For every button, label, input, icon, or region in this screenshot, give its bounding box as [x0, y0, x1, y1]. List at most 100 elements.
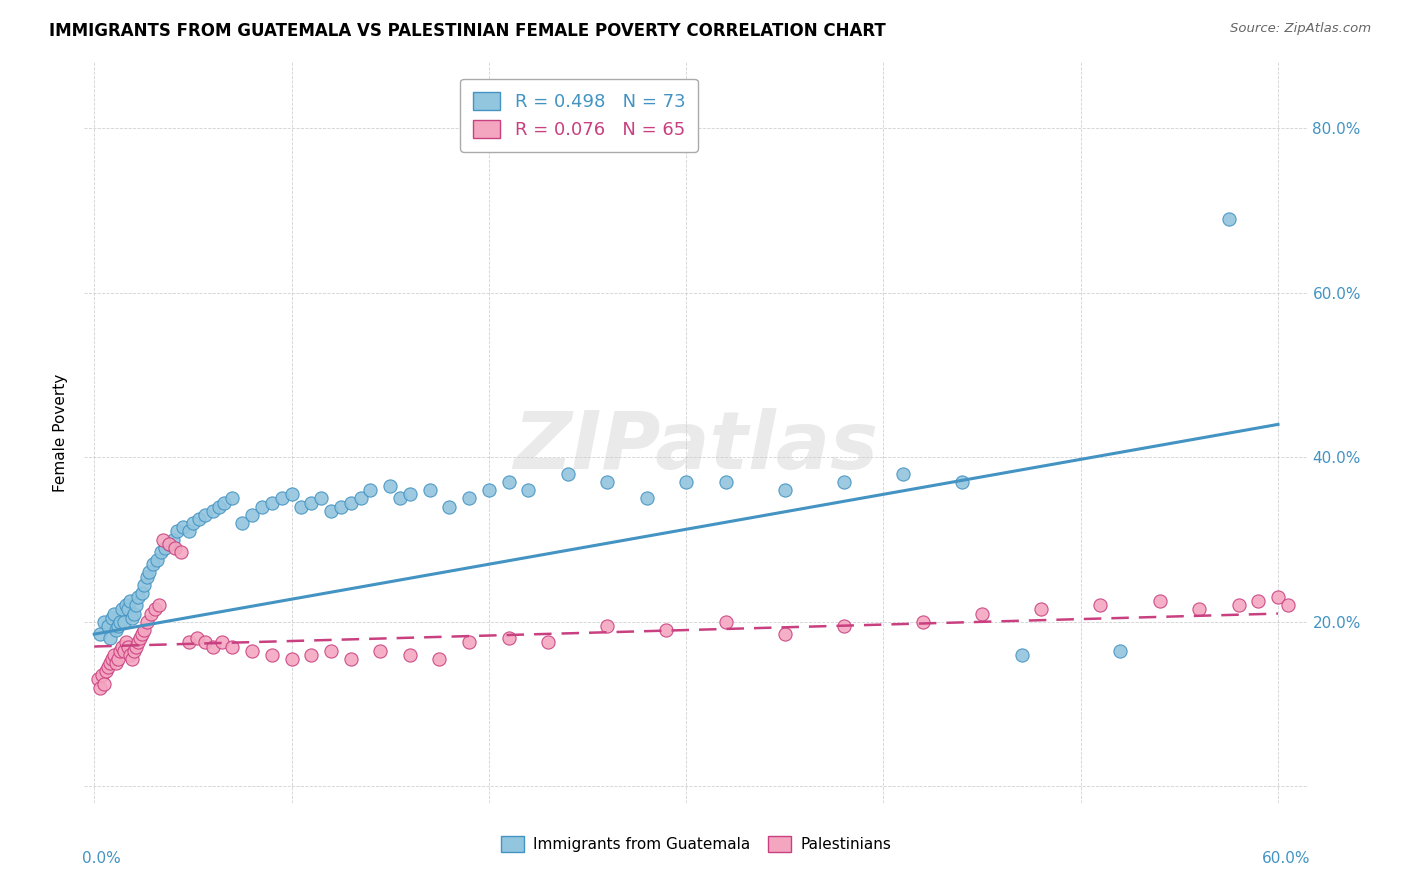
- Point: [122, 607, 145, 621]
- Point: [111, 602, 134, 616]
- Point: [157, 536, 180, 550]
- Point: [498, 632, 520, 646]
- Point: [138, 566, 160, 580]
- Point: [1031, 602, 1053, 616]
- Point: [891, 467, 914, 481]
- Point: [166, 524, 188, 539]
- Point: [101, 652, 124, 666]
- Point: [970, 607, 993, 621]
- Point: [97, 619, 120, 633]
- Point: [299, 648, 322, 662]
- Point: [127, 590, 149, 604]
- Point: [1188, 602, 1211, 616]
- Point: [557, 467, 579, 481]
- Point: [478, 483, 501, 498]
- Point: [1090, 599, 1112, 613]
- Point: [319, 643, 342, 657]
- Point: [832, 619, 855, 633]
- Point: [368, 643, 391, 657]
- Point: [329, 500, 352, 514]
- Point: [714, 615, 737, 629]
- Point: [221, 491, 243, 506]
- Point: [299, 495, 322, 509]
- Point: [170, 545, 193, 559]
- Point: [112, 643, 135, 657]
- Point: [177, 635, 200, 649]
- Point: [596, 475, 619, 489]
- Point: [132, 578, 155, 592]
- Point: [214, 495, 236, 509]
- Point: [186, 632, 208, 646]
- Point: [439, 500, 461, 514]
- Point: [201, 640, 224, 654]
- Point: [270, 491, 292, 506]
- Point: [172, 520, 194, 534]
- Point: [380, 479, 402, 493]
- Point: [89, 627, 111, 641]
- Point: [1227, 599, 1250, 613]
- Point: [107, 652, 129, 666]
- Point: [419, 483, 441, 498]
- Point: [207, 500, 229, 514]
- Point: [117, 640, 139, 654]
- Point: [122, 643, 145, 657]
- Point: [112, 615, 135, 629]
- Point: [124, 599, 146, 613]
- Point: [141, 607, 163, 621]
- Point: [240, 643, 263, 657]
- Point: [131, 627, 153, 641]
- Point: [773, 483, 796, 498]
- Point: [596, 619, 619, 633]
- Point: [98, 632, 121, 646]
- Point: [136, 569, 159, 583]
- Point: [93, 615, 115, 629]
- Point: [114, 599, 136, 613]
- Point: [201, 504, 224, 518]
- Point: [399, 487, 422, 501]
- Point: [675, 475, 697, 489]
- Point: [260, 495, 283, 509]
- Point: [152, 533, 174, 547]
- Point: [498, 475, 520, 489]
- Point: [181, 516, 204, 530]
- Point: [429, 652, 451, 666]
- Point: [1247, 594, 1270, 608]
- Point: [399, 648, 422, 662]
- Point: [339, 495, 361, 509]
- Point: [458, 635, 481, 649]
- Point: [221, 640, 243, 654]
- Point: [127, 635, 149, 649]
- Point: [148, 599, 170, 613]
- Point: [131, 586, 153, 600]
- Point: [93, 676, 115, 690]
- Point: [121, 652, 143, 666]
- Legend: Immigrants from Guatemala, Palestinians: Immigrants from Guatemala, Palestinians: [495, 830, 897, 858]
- Point: [124, 640, 146, 654]
- Point: [290, 500, 312, 514]
- Point: [280, 652, 302, 666]
- Point: [145, 602, 167, 616]
- Point: [950, 475, 973, 489]
- Point: [107, 619, 129, 633]
- Text: 60.0%: 60.0%: [1261, 851, 1310, 866]
- Point: [142, 558, 165, 572]
- Point: [157, 536, 180, 550]
- Text: ZIPatlas: ZIPatlas: [513, 409, 879, 486]
- Point: [103, 607, 125, 621]
- Point: [187, 512, 209, 526]
- Point: [1149, 594, 1171, 608]
- Point: [231, 516, 253, 530]
- Point: [108, 615, 131, 629]
- Point: [97, 660, 120, 674]
- Point: [89, 681, 111, 695]
- Text: IMMIGRANTS FROM GUATEMALA VS PALESTINIAN FEMALE POVERTY CORRELATION CHART: IMMIGRANTS FROM GUATEMALA VS PALESTINIAN…: [49, 22, 886, 40]
- Point: [114, 635, 136, 649]
- Point: [537, 635, 560, 649]
- Point: [359, 483, 381, 498]
- Point: [87, 673, 110, 687]
- Point: [91, 668, 114, 682]
- Point: [146, 553, 169, 567]
- Point: [211, 635, 233, 649]
- Point: [155, 541, 177, 555]
- Point: [309, 491, 332, 506]
